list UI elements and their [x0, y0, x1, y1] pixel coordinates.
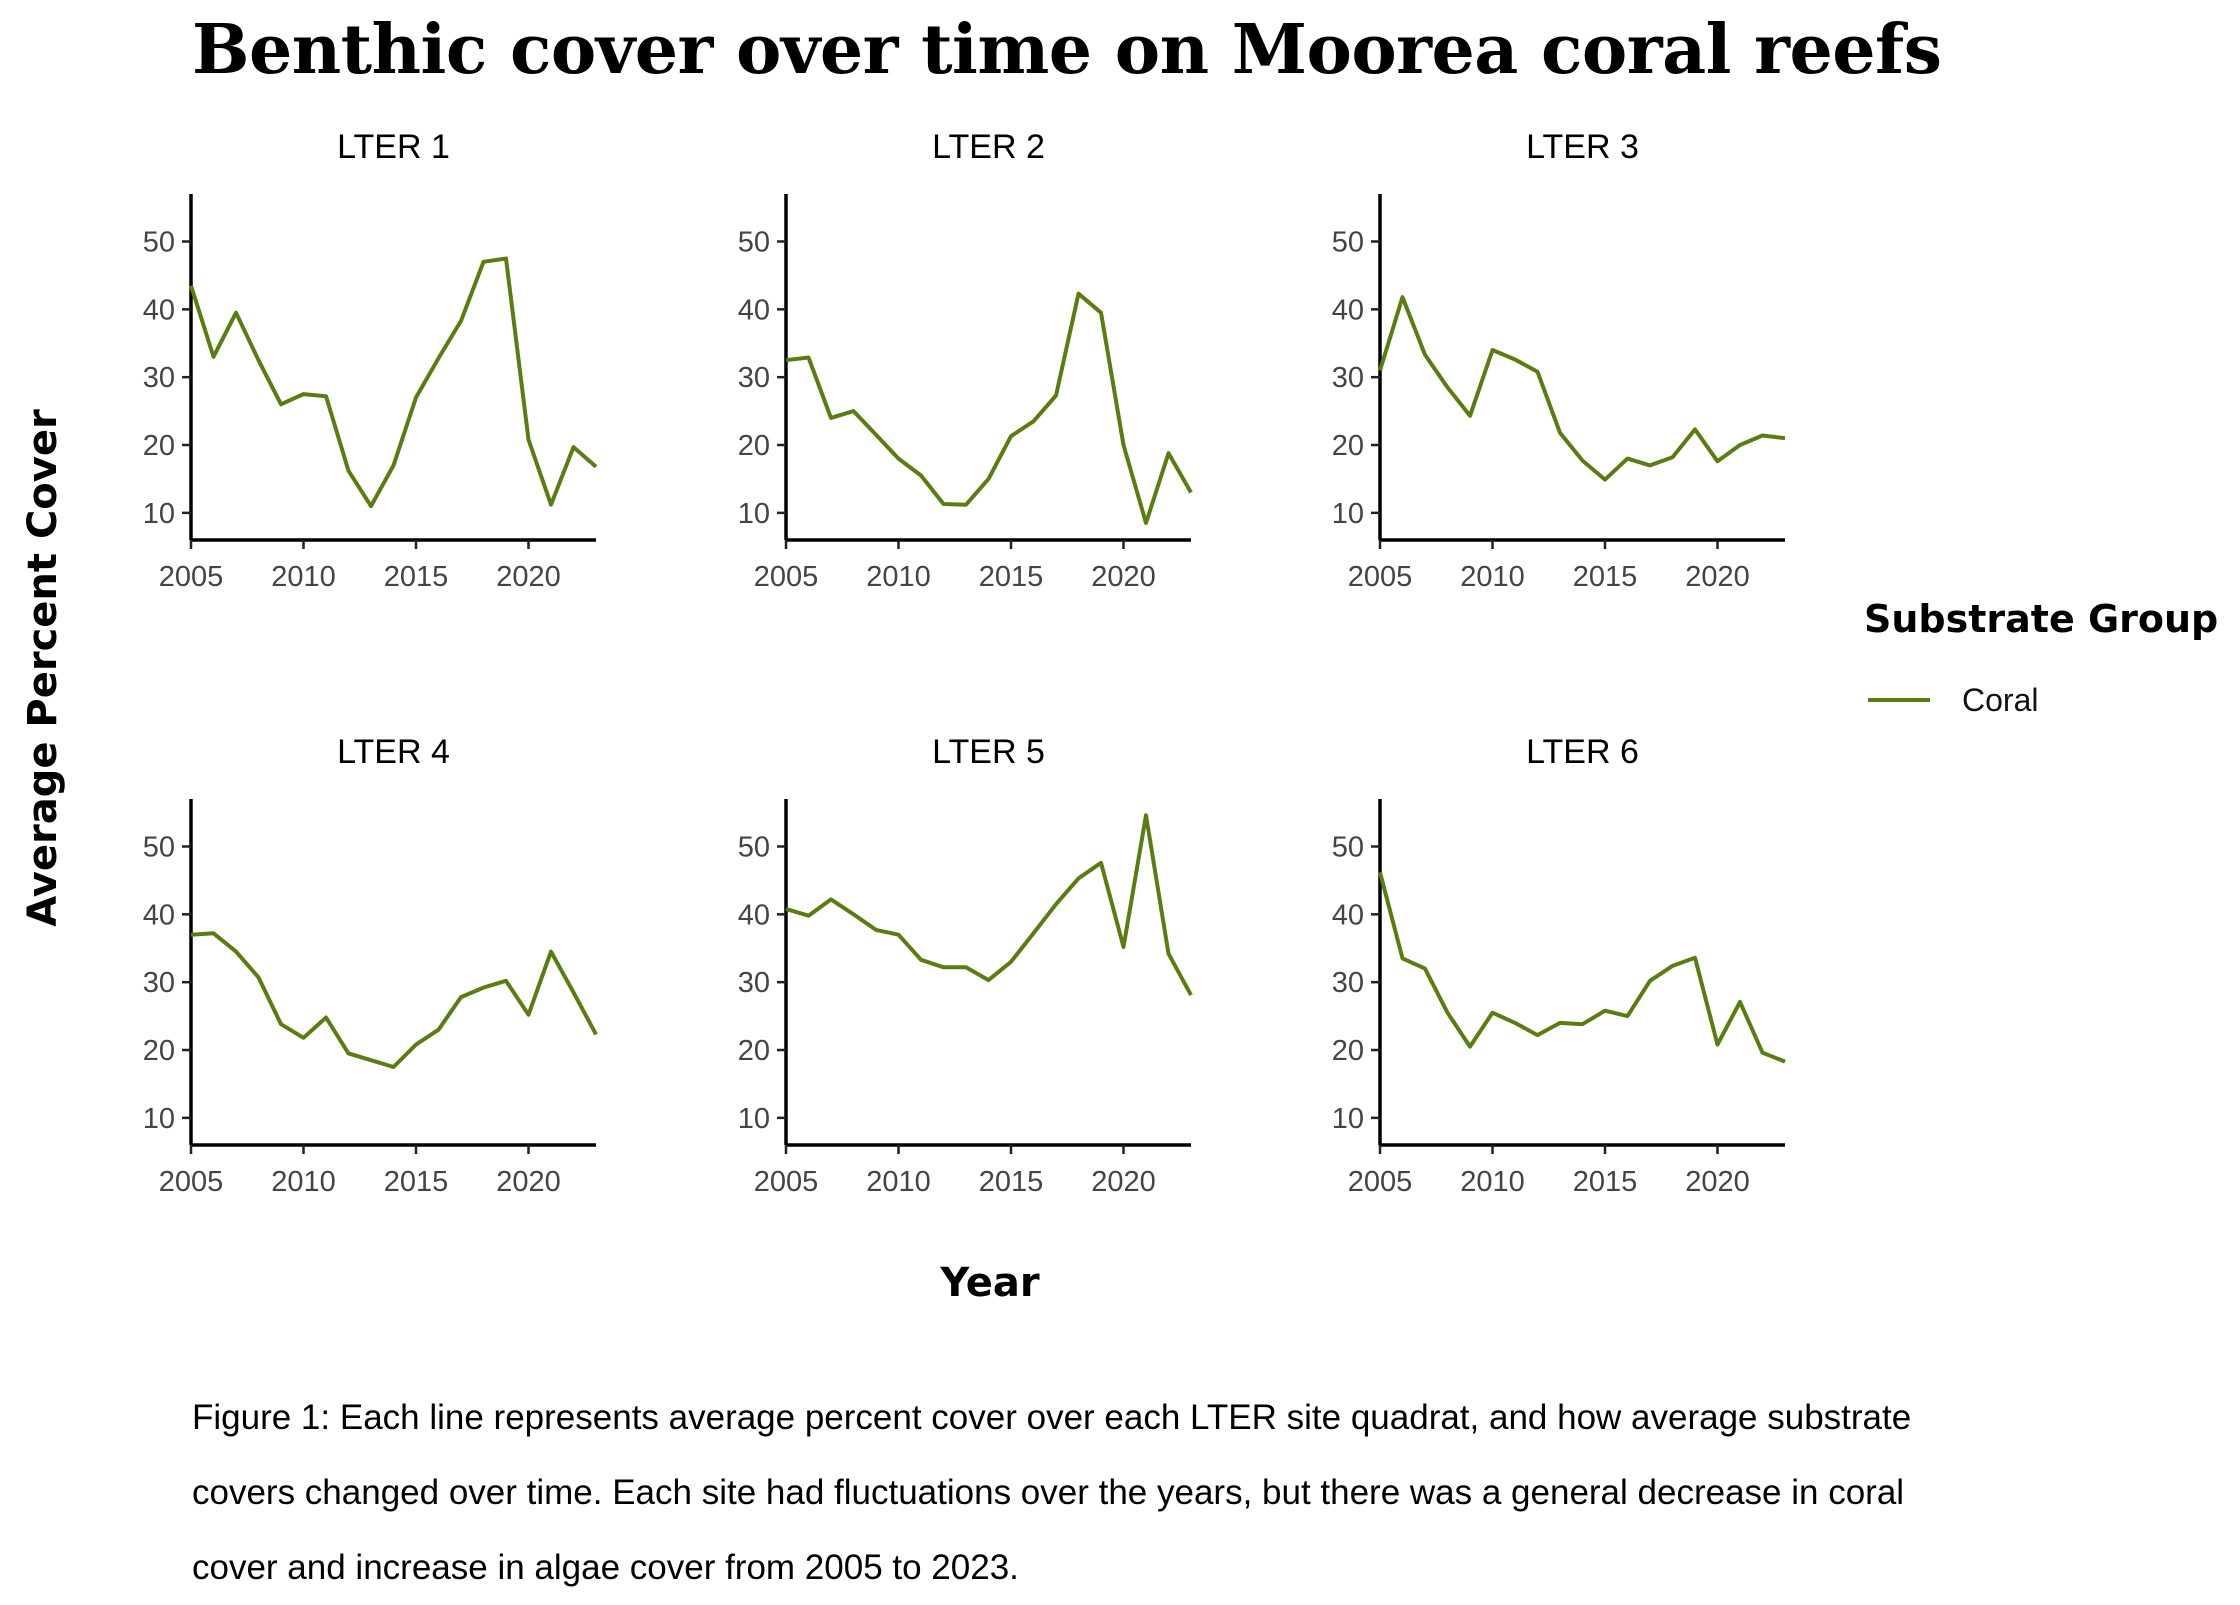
y-tick-label-lter-4: 20	[143, 1035, 175, 1067]
x-tick-label-lter-1: 2005	[159, 561, 224, 593]
y-tick-label-lter-5: 30	[738, 967, 770, 999]
y-tick-label-lter-4: 40	[143, 899, 175, 931]
y-tick-label-lter-5: 40	[738, 899, 770, 931]
y-tick-label-lter-2: 30	[738, 362, 770, 394]
y-tick-label-lter-6: 20	[1332, 1035, 1364, 1067]
legend-label-coral: Coral	[1962, 682, 2038, 718]
x-tick-label-lter-3: 2010	[1460, 561, 1525, 593]
panel-title-lter-2: LTER 2	[932, 128, 1045, 166]
x-tick-label-lter-5: 2015	[979, 1166, 1044, 1198]
y-tick-label-lter-3: 10	[1332, 498, 1364, 530]
series-line-coral-lter-1	[189, 256, 598, 509]
x-tick-label-lter-6: 2020	[1685, 1166, 1750, 1198]
x-tick-label-lter-2: 2010	[866, 561, 931, 593]
series-line-coral-lter-3	[1378, 295, 1786, 482]
series-line-coral-lter-4	[190, 931, 598, 1069]
y-tick-label-lter-2: 50	[738, 226, 770, 258]
series-line-coral-lter-5	[785, 813, 1193, 997]
figure-caption: Figure 1: Each line represents average p…	[192, 1398, 1912, 1587]
x-tick-label-lter-4: 2015	[384, 1166, 449, 1198]
x-tick-label-lter-4: 2020	[496, 1166, 561, 1198]
panel-lter-3: LTER 3 10 20 30 40 50 2005 2010 2015 2020	[1332, 128, 1786, 593]
panel-lter-6: LTER 6 10 20 30 40 50 2005 2010 2015 2020	[1332, 733, 1786, 1198]
x-tick-label-lter-4: 2010	[271, 1166, 336, 1198]
y-tick-label-lter-6: 40	[1332, 899, 1364, 931]
panel-title-lter-6: LTER 6	[1526, 733, 1639, 771]
x-axis-title: Year	[939, 1260, 1039, 1306]
x-tick-label-lter-6: 2015	[1573, 1166, 1638, 1198]
series-line-coral-lter-6	[1378, 871, 1786, 1064]
x-tick-label-lter-1: 2010	[271, 561, 336, 593]
x-tick-label-lter-1: 2020	[496, 561, 561, 593]
y-tick-label-lter-1: 50	[143, 226, 175, 258]
y-tick-label-lter-4: 50	[143, 831, 175, 863]
y-tick-label-lter-1: 30	[143, 362, 175, 394]
y-tick-label-lter-1: 40	[143, 294, 175, 326]
x-tick-label-lter-3: 2015	[1573, 561, 1638, 593]
x-tick-label-lter-2: 2015	[979, 561, 1044, 593]
y-tick-label-lter-2: 40	[738, 294, 770, 326]
x-tick-label-lter-6: 2005	[1348, 1166, 1413, 1198]
x-tick-label-lter-5: 2005	[754, 1166, 819, 1198]
y-tick-label-lter-1: 10	[143, 498, 175, 530]
panel-title-lter-4: LTER 4	[337, 733, 450, 771]
legend-title: Substrate Group	[1864, 597, 2218, 641]
x-tick-label-lter-2: 2005	[754, 561, 819, 593]
panel-lter-2: LTER 2 10 20 30 40 50 2005 2010 2015 2020	[738, 128, 1193, 593]
chart-title: Benthic cover over time on Moorea coral …	[192, 10, 1942, 90]
y-tick-label-lter-6: 10	[1332, 1103, 1364, 1135]
x-tick-label-lter-2: 2020	[1091, 561, 1156, 593]
panel-lter-4: LTER 4 10 20 30 40 50 2005 2010 2015 2020	[143, 733, 598, 1198]
y-tick-label-lter-4: 10	[143, 1103, 175, 1135]
y-tick-label-lter-3: 30	[1332, 362, 1364, 394]
panel-title-lter-1: LTER 1	[337, 128, 450, 166]
panel-lter-1: LTER 1 10 20 30 40 50 2005 2010 2015 2020	[143, 128, 598, 593]
series-line-coral-lter-2	[785, 291, 1193, 525]
legend: Substrate Group Coral	[1864, 597, 2218, 718]
x-tick-label-lter-6: 2010	[1460, 1166, 1525, 1198]
panel-title-lter-3: LTER 3	[1526, 128, 1639, 166]
x-tick-label-lter-5: 2010	[866, 1166, 931, 1198]
y-tick-label-lter-3: 20	[1332, 430, 1364, 462]
y-tick-label-lter-2: 20	[738, 430, 770, 462]
x-tick-label-lter-5: 2020	[1091, 1166, 1156, 1198]
y-tick-label-lter-5: 10	[738, 1103, 770, 1135]
y-tick-label-lter-3: 40	[1332, 294, 1364, 326]
y-axis-title: Average Percent Cover	[20, 409, 66, 927]
y-tick-label-lter-5: 50	[738, 831, 770, 863]
y-tick-label-lter-5: 20	[738, 1035, 770, 1067]
x-tick-label-lter-3: 2005	[1348, 561, 1413, 593]
y-tick-label-lter-4: 30	[143, 967, 175, 999]
x-tick-label-lter-4: 2005	[159, 1166, 224, 1198]
x-tick-label-lter-1: 2015	[384, 561, 449, 593]
y-tick-label-lter-3: 50	[1332, 226, 1364, 258]
y-tick-label-lter-2: 10	[738, 498, 770, 530]
y-tick-label-lter-1: 20	[143, 430, 175, 462]
panel-lter-5: LTER 5 10 20 30 40 50 2005 2010 2015 2020	[738, 733, 1193, 1198]
x-tick-label-lter-3: 2020	[1685, 561, 1750, 593]
y-tick-label-lter-6: 30	[1332, 967, 1364, 999]
y-tick-label-lter-6: 50	[1332, 831, 1364, 863]
panel-title-lter-5: LTER 5	[932, 733, 1045, 771]
